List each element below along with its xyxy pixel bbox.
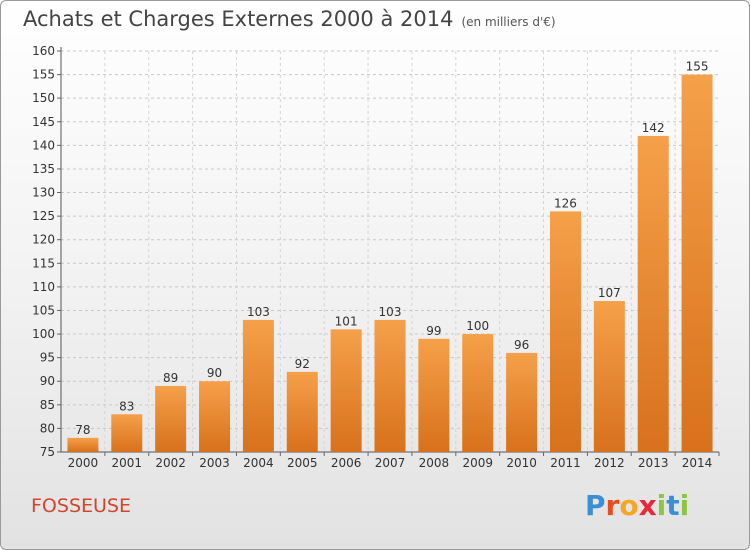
bar: [593, 301, 625, 452]
bar: [242, 319, 274, 452]
x-tick-label: 2012: [594, 456, 625, 470]
x-tick-label: 2002: [155, 456, 186, 470]
y-tick-label: 160: [32, 44, 55, 58]
y-tick-label: 145: [32, 115, 55, 129]
logo-letter: r: [605, 489, 620, 522]
y-tick-label: 110: [32, 280, 55, 294]
y-tick-label: 155: [32, 68, 55, 82]
data-label: 107: [598, 286, 621, 300]
data-label: 126: [554, 196, 577, 210]
y-tick-label: 80: [40, 421, 55, 435]
bar: [67, 437, 99, 452]
y-tick-label: 140: [32, 138, 55, 152]
x-tick-label: 2008: [419, 456, 450, 470]
logo-letter: P: [585, 489, 606, 522]
data-label: 103: [379, 305, 402, 319]
bar: [155, 385, 187, 452]
bar: [681, 74, 713, 453]
x-tick-label: 2014: [682, 456, 713, 470]
data-label: 89: [163, 371, 178, 385]
x-tick-label: 2007: [375, 456, 406, 470]
x-tick-label: 2013: [638, 456, 669, 470]
logo-letter: x: [638, 489, 657, 522]
bar: [286, 371, 318, 452]
x-tick-label: 2005: [287, 456, 318, 470]
y-tick-label: 95: [40, 351, 55, 365]
bar: [637, 135, 669, 452]
chart-title: Achats et Charges Externes 2000 à 2014: [23, 7, 454, 31]
data-label: 103: [247, 305, 270, 319]
bars: [67, 74, 713, 453]
x-tick-label: 2000: [68, 456, 99, 470]
commune-name: FOSSEUSE: [31, 495, 131, 517]
y-tick-label: 125: [32, 209, 55, 223]
data-label: 99: [426, 324, 441, 338]
data-label: 78: [75, 423, 90, 437]
data-label: 96: [514, 338, 529, 352]
y-tick-label: 100: [32, 327, 55, 341]
y-tick-label: 115: [32, 256, 55, 270]
logo-letter: t: [666, 489, 680, 522]
bar: [418, 338, 450, 452]
bar: [199, 381, 231, 452]
bar: [549, 211, 581, 452]
data-label: 90: [207, 366, 222, 380]
y-tick-label: 105: [32, 303, 55, 317]
bar: [330, 329, 362, 452]
logo-letter: o: [619, 489, 639, 522]
x-tick-label: 2011: [550, 456, 581, 470]
proxiti-logo: Proxiti: [585, 489, 689, 522]
data-label: 92: [295, 357, 310, 371]
bar: [111, 414, 143, 452]
x-tick-label: 2010: [506, 456, 537, 470]
y-tick-label: 130: [32, 186, 55, 200]
bar: [374, 319, 406, 452]
chart-subtitle: (en milliers d'€): [461, 15, 556, 29]
title-row: Achats et Charges Externes 2000 à 2014 (e…: [23, 7, 556, 31]
labels: 75 80 85 90 95 100 105 110 115 120 125 130 135 140 145…: [32, 44, 712, 470]
x-tick-label: 2006: [331, 456, 362, 470]
data-label: 142: [642, 121, 665, 135]
y-tick-label: 150: [32, 91, 55, 105]
x-tick-label: 2009: [462, 456, 493, 470]
bar: [462, 334, 494, 452]
logo-letter: i: [656, 489, 667, 522]
y-tick-label: 85: [40, 398, 55, 412]
data-label: 83: [119, 399, 134, 413]
bar: [506, 352, 538, 452]
x-tick-label: 2001: [112, 456, 143, 470]
y-tick-label: 135: [32, 162, 55, 176]
y-tick-label: 90: [40, 374, 55, 388]
data-label: 101: [335, 314, 358, 328]
x-tick-label: 2004: [243, 456, 274, 470]
data-label: 100: [466, 319, 489, 333]
y-tick-label: 75: [40, 445, 55, 459]
data-label: 155: [686, 60, 709, 74]
y-tick-label: 120: [32, 233, 55, 247]
x-tick-label: 2003: [199, 456, 230, 470]
logo-letter: i: [679, 489, 690, 522]
